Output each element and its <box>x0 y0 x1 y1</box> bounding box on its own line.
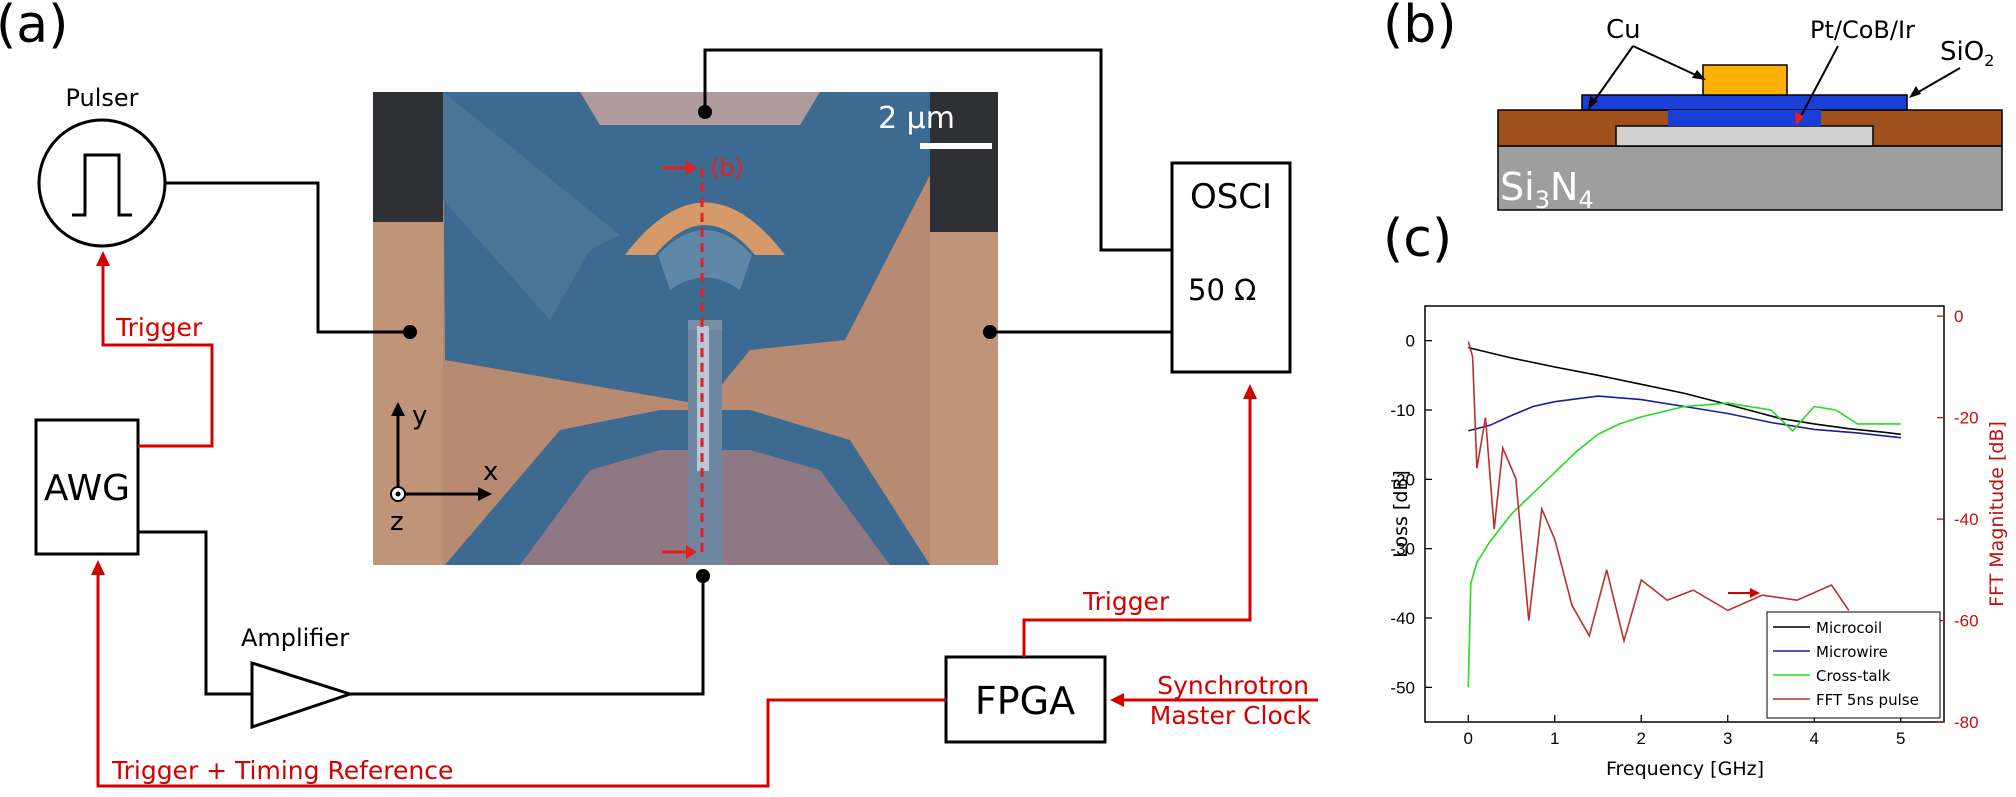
cross-section-diagram <box>1497 64 2003 211</box>
pt-pointer <box>1799 45 1839 119</box>
trigger-line-osci <box>1022 396 1252 657</box>
amplifier-label: Amplifier <box>241 624 349 652</box>
wire-osci-top <box>703 48 1172 252</box>
pt-cob-ir-layer <box>1581 94 1908 111</box>
fpga-box <box>944 655 1107 744</box>
y-tick-label: -50 <box>1390 678 1415 697</box>
y-tick-label: -40 <box>1390 609 1415 628</box>
sio2-label: SiO2 <box>1940 37 1994 70</box>
si3n4-label: Si3N4 <box>1500 165 1594 214</box>
trigger-label-pulser: Trigger <box>115 313 203 342</box>
scale-bar-label: 2 μm <box>878 101 955 136</box>
sio2-pointer-head <box>1909 86 1921 98</box>
legend-box <box>1766 611 1941 719</box>
trigger-label-osci: Trigger <box>1082 587 1170 616</box>
pt-cob-ir-well <box>1668 110 1821 126</box>
awg-box <box>34 418 140 556</box>
legend-microwire: Microwire <box>1816 643 1888 661</box>
sync-clock-arrow <box>1110 693 1124 707</box>
panel-label-c: (c) <box>1383 209 1452 269</box>
legend-fft: FFT 5ns pulse <box>1816 691 1919 709</box>
y-tick-label: 0 <box>1406 332 1415 351</box>
pulse-icon <box>72 153 132 217</box>
y-right-tick-label: -20 <box>1954 409 1979 428</box>
series-crosstalk <box>1467 402 1901 688</box>
x-axis-title: Frequency [GHz] <box>1606 758 1764 780</box>
x-tick-label: 1 <box>1550 729 1559 748</box>
y-tick-label: -30 <box>1390 540 1415 559</box>
trigger-timing-label: Trigger + Timing Reference <box>111 756 453 785</box>
cu-layer <box>1702 64 1788 96</box>
axis-z-label: z <box>390 507 404 537</box>
trigger-line-pulser <box>101 264 214 448</box>
y-right-tick-label: 0 <box>1954 307 1963 326</box>
y-axis-right-title: FFT Magnitude [dB] <box>1986 421 2008 607</box>
cut-arrow-top-head <box>686 161 697 175</box>
loss-chart: 0 1 2 3 4 5 0 -10 -20 -30 -40 -50 0 -20 -40 -60 -80 Mi… <box>1390 305 2008 780</box>
axis-x-label: x <box>483 457 498 487</box>
x-tick-label: 0 <box>1464 729 1473 748</box>
cu-pointer-2 <box>1591 45 1634 105</box>
series-microcoil <box>1468 346 1901 436</box>
cu-pointer-1-head <box>1692 70 1706 80</box>
si3n4-layer <box>1497 145 2003 211</box>
cu-pointer-2-head <box>1588 96 1598 110</box>
wire-pulser <box>166 181 410 334</box>
legend-microcoil: Microcoil <box>1816 619 1882 637</box>
fpga-label: FPGA <box>975 679 1075 723</box>
trigger-timing-line <box>96 572 946 788</box>
scale-bar <box>920 143 992 149</box>
plot-frame <box>1424 305 1945 723</box>
y-right-tick-label: -60 <box>1954 612 1979 631</box>
wire-amplifier-out <box>350 576 705 696</box>
chart-legend: Microcoil Microwire Cross-talk FFT 5ns p… <box>1766 611 1941 719</box>
cut-arrow-bottom-head <box>686 545 697 559</box>
trigger-arrow-pulser <box>96 251 110 266</box>
y-right-tick-label: -40 <box>1954 510 1979 529</box>
pt-label: Pt/CoB/Ir <box>1810 16 1915 44</box>
trigger-timing-arrow <box>91 560 105 575</box>
pulser-symbol <box>37 118 167 248</box>
sync-label-1: Synchrotron <box>1157 671 1309 700</box>
y-right-tick-label: -80 <box>1954 713 1979 732</box>
pulser-label: Pulser <box>65 84 138 112</box>
sio2-pointer <box>1914 67 1961 95</box>
panel-label-b: (b) <box>1383 0 1457 55</box>
cu-label: Cu <box>1606 15 1641 45</box>
series-microwire <box>1468 395 1901 439</box>
y-axis-title: Loss [dB] <box>1390 470 1412 558</box>
wire-awg-amplifier <box>138 530 252 696</box>
osci-label: OSCI <box>1190 177 1272 217</box>
cut-marker-label: (b) <box>710 154 744 182</box>
cu-pointer-1 <box>1632 45 1701 78</box>
y-tick-label: -20 <box>1390 470 1415 489</box>
sem-micrograph <box>373 92 998 565</box>
sync-label-2: Master Clock <box>1150 701 1312 730</box>
x-tick-label: 3 <box>1723 729 1732 748</box>
coordinate-axes <box>390 402 492 502</box>
x-tick-label: 5 <box>1896 729 1905 748</box>
axis-y-label: y <box>412 401 427 431</box>
x-tick-label: 4 <box>1810 729 1819 748</box>
awg-label: AWG <box>44 468 130 509</box>
x-tick-label: 2 <box>1637 729 1646 748</box>
trigger-arrow-osci <box>1243 384 1257 399</box>
osci-box <box>1170 161 1292 374</box>
fft-axis-arrow-head <box>1750 588 1760 598</box>
osci-impedance: 50 Ω <box>1188 273 1256 307</box>
panel-label-a: (a) <box>0 0 68 55</box>
pt-pointer-head <box>1795 112 1804 126</box>
amplifier-symbol <box>250 660 355 730</box>
y-tick-label: -10 <box>1390 401 1415 420</box>
series-fft-5ns-pulse <box>1467 341 1850 644</box>
gap-region <box>1615 125 1874 147</box>
legend-crosstalk: Cross-talk <box>1816 667 1891 685</box>
